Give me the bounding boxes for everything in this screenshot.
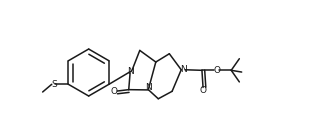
Text: S: S [51, 80, 57, 89]
Text: O: O [111, 87, 118, 96]
Text: O: O [200, 86, 206, 95]
Text: N: N [145, 83, 152, 92]
Text: N: N [180, 65, 187, 74]
Text: N: N [127, 67, 134, 76]
Text: O: O [213, 66, 220, 75]
